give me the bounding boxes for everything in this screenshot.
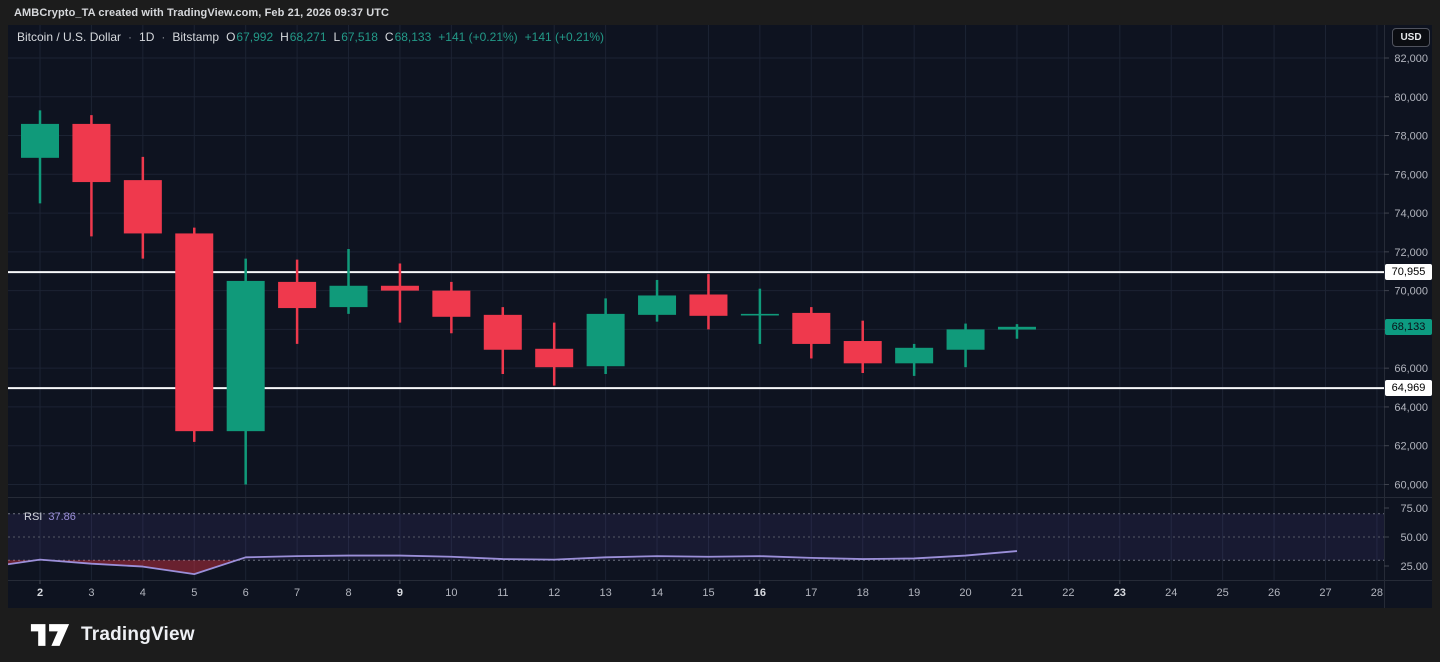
- separator-dot: ·: [161, 30, 166, 44]
- svg-text:3: 3: [88, 587, 94, 599]
- price-chart-canvas[interactable]: 82,000 80,000 78,000 76,000 74,000 72,000 70,0…: [8, 25, 1432, 608]
- svg-text:21: 21: [1011, 587, 1023, 599]
- candles-layer: [21, 110, 1036, 485]
- svg-text:2: 2: [37, 587, 43, 599]
- svg-text:18: 18: [857, 587, 869, 599]
- svg-text:16: 16: [754, 587, 766, 599]
- svg-text:14: 14: [651, 587, 663, 599]
- grid-layer: [8, 25, 1384, 580]
- candle-body: [586, 313, 625, 367]
- svg-text:62,000: 62,000: [1394, 441, 1428, 453]
- svg-text:70,000: 70,000: [1394, 286, 1428, 298]
- candle-body: [278, 281, 317, 309]
- candle-body: [123, 180, 162, 234]
- svg-text:75.00: 75.00: [1400, 503, 1428, 515]
- candle-body: [72, 123, 111, 183]
- candle-body: [895, 347, 934, 364]
- candle-body: [843, 341, 882, 364]
- attribution-bar: AMBCrypto_TA created with TradingView.co…: [0, 0, 1440, 25]
- candle-body: [380, 285, 419, 291]
- svg-text:74,000: 74,000: [1394, 208, 1428, 220]
- svg-text:72,000: 72,000: [1394, 247, 1428, 259]
- svg-text:25: 25: [1217, 587, 1229, 599]
- resistance-level-tag: 70,955: [1385, 264, 1432, 281]
- svg-text:64,000: 64,000: [1394, 402, 1428, 414]
- candle-body: [329, 285, 368, 308]
- rsi-line: [8, 550, 1018, 576]
- candle-body: [792, 312, 831, 344]
- svg-text:15: 15: [702, 587, 714, 599]
- svg-text:24: 24: [1165, 587, 1177, 599]
- price-change: +141 (+0.21%): [438, 30, 518, 44]
- svg-text:50.00: 50.00: [1400, 532, 1428, 544]
- svg-text:8: 8: [345, 587, 351, 599]
- tradingview-logo[interactable]: TradingView: [30, 623, 195, 647]
- currency-toggle-button[interactable]: USD: [1392, 28, 1430, 47]
- ohlc-high: H 68,271: [280, 30, 327, 44]
- separators: [8, 25, 1432, 608]
- svg-text:28: 28: [1371, 587, 1383, 599]
- symbol-header: Bitcoin / U.S. Dollar · 1D · Bitstamp O …: [17, 29, 604, 45]
- svg-text:78,000: 78,000: [1394, 131, 1428, 143]
- interval-label: 1D: [139, 30, 155, 44]
- candle-body: [175, 233, 214, 432]
- ohlc-low: L 67,518: [333, 30, 378, 44]
- svg-text:6: 6: [243, 587, 249, 599]
- symbol-name: Bitcoin / U.S. Dollar: [17, 30, 122, 44]
- candle-body: [432, 290, 471, 317]
- svg-text:26: 26: [1268, 587, 1280, 599]
- ohlc-open: O 67,992: [226, 30, 274, 44]
- ohlc-close: C 68,133: [384, 30, 432, 44]
- candle-body: [226, 280, 265, 432]
- rsi-pane-layer: [8, 513, 1384, 576]
- svg-text:60,000: 60,000: [1394, 479, 1428, 491]
- candle-body: [21, 123, 59, 158]
- candle-body: [638, 295, 677, 315]
- svg-text:4: 4: [140, 587, 146, 599]
- rsi-indicator-label[interactable]: RSI 37.86: [24, 511, 76, 523]
- time-axis: 2 3 4 5 6 7 8 9 10 11 12 13 14 15 16 17 18 19 20 21 22 23 24 25…: [37, 580, 1383, 599]
- candle-body: [946, 329, 985, 350]
- exchange-label: Bitstamp: [172, 30, 220, 44]
- svg-text:7: 7: [294, 587, 300, 599]
- svg-text:13: 13: [599, 587, 611, 599]
- svg-text:25.00: 25.00: [1400, 561, 1428, 573]
- svg-text:27: 27: [1319, 587, 1331, 599]
- price-change-extended: +141 (+0.21%): [524, 30, 605, 44]
- attribution-text: AMBCrypto_TA created with TradingView.co…: [14, 6, 390, 19]
- last-price-tag: 68,133: [1385, 318, 1432, 335]
- candle-body: [997, 326, 1036, 330]
- candle-body: [535, 348, 574, 368]
- svg-text:76,000: 76,000: [1394, 169, 1428, 181]
- tradingview-logo-text: TradingView: [81, 624, 195, 645]
- svg-text:82,000: 82,000: [1394, 53, 1428, 65]
- candle-body: [483, 314, 522, 350]
- tradingview-logo-icon: [30, 624, 70, 646]
- candle-body: [689, 294, 728, 316]
- svg-text:20: 20: [959, 587, 971, 599]
- svg-text:10: 10: [445, 587, 457, 599]
- svg-text:80,000: 80,000: [1394, 92, 1428, 104]
- svg-text:5: 5: [191, 587, 197, 599]
- chart-region: 82,000 80,000 78,000 76,000 74,000 72,000 70,0…: [8, 25, 1432, 608]
- footer-bar: TradingView: [0, 608, 1440, 662]
- svg-text:66,000: 66,000: [1394, 363, 1428, 375]
- rsi-name: RSI: [24, 511, 43, 523]
- svg-text:11: 11: [497, 587, 508, 599]
- svg-text:19: 19: [908, 587, 920, 599]
- svg-text:9: 9: [397, 587, 403, 599]
- svg-text:22: 22: [1062, 587, 1074, 599]
- candle-body: [740, 313, 779, 316]
- svg-text:12: 12: [548, 587, 560, 599]
- support-level-tag: 64,969: [1385, 380, 1432, 397]
- rsi-value: 37.86: [48, 511, 76, 523]
- separator-dot: ·: [128, 30, 133, 44]
- svg-text:23: 23: [1114, 587, 1126, 599]
- svg-text:17: 17: [805, 587, 817, 599]
